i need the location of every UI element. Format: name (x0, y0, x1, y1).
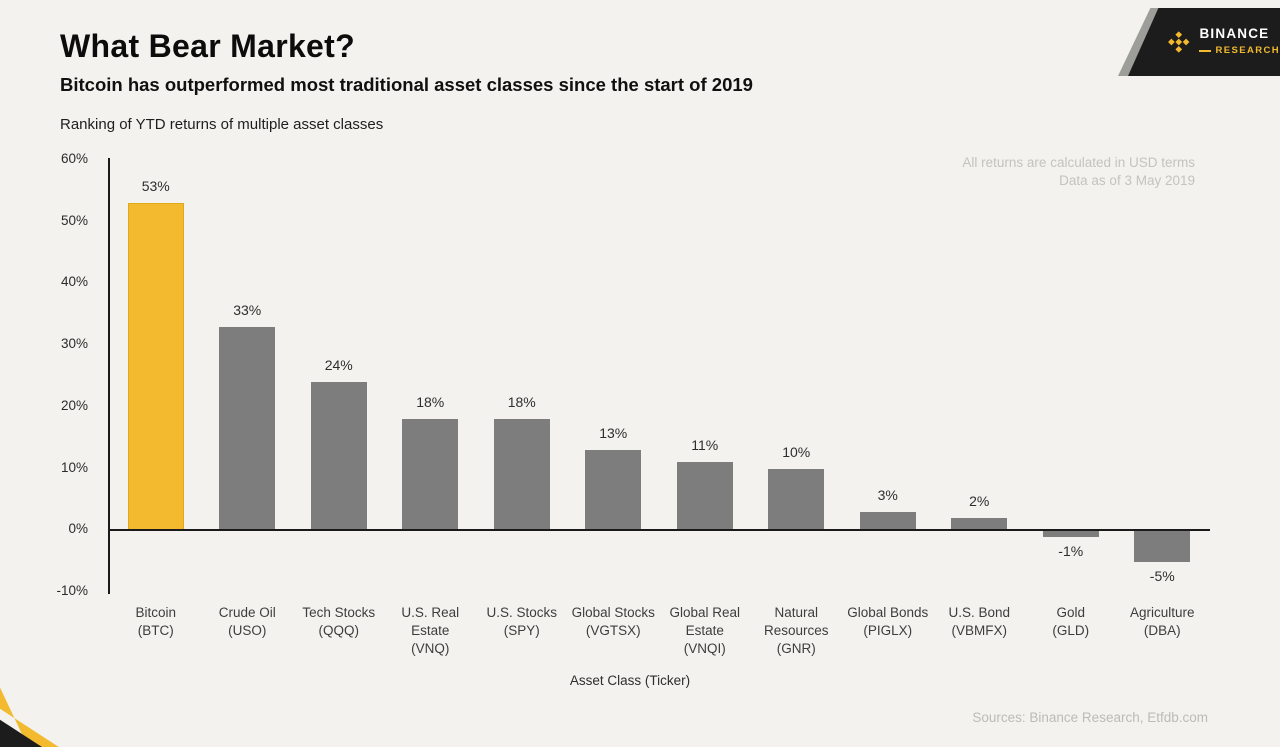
bar-gld (1042, 531, 1099, 538)
y-axis: 60% 50% 40% 30% 20% 10% 0% -10% (46, 151, 98, 598)
x-axis-category-label-piglx: Global Bonds (PIGLX) (847, 605, 929, 638)
y-axis-tick-label: 20% (60, 397, 88, 413)
binance-research-badge: BINANCE RESEARCH (1128, 8, 1280, 76)
y-axis-tick-label: 0% (68, 521, 88, 537)
page-subtitle: Bitcoin has outperformed most traditiona… (60, 74, 753, 95)
bar-qqq (310, 382, 367, 531)
bar-btc (127, 203, 184, 531)
bar-value-label-gld: -1% (1058, 543, 1084, 560)
bar-chart: 60% 50% 40% 30% 20% 10% 0% -10% 53% 33% 24% 18% 18%… (56, 151, 1210, 656)
x-axis-category-label-spy: U.S. Stocks (SPY) (486, 605, 558, 638)
x-axis-category-label-vnqi: Global Real Estate (VNQI) (669, 605, 741, 656)
y-axis-tick-label: 10% (60, 459, 88, 475)
bar-value-label-dba: -5% (1149, 568, 1175, 585)
brand-name: BINANCE (1199, 25, 1270, 41)
x-axis-category-label-qqq: Tech Stocks (QQQ) (302, 605, 376, 638)
y-axis-tick-label: 40% (60, 274, 88, 290)
note-usd-terms: All returns are calculated in USD terms (962, 155, 1195, 170)
bar-value-label-spy: 18% (507, 394, 536, 411)
bar-gnr (768, 468, 825, 531)
bar-vgtsx (585, 450, 642, 531)
bar-value-label-piglx: 3% (877, 486, 898, 503)
x-axis-category-label-uso: Crude Oil (USO) (218, 605, 276, 638)
bar-value-label-uso: 33% (233, 301, 262, 318)
bar-vnq (402, 419, 459, 531)
brand-sub-name: RESEARCH (1215, 44, 1280, 56)
note-data-date: Data as of 3 May 2019 (1059, 173, 1195, 188)
page-title: What Bear Market? (60, 28, 355, 64)
y-axis-line (108, 158, 110, 594)
bar-value-label-btc: 53% (141, 178, 170, 195)
chart-notes: All returns are calculated in USD terms … (962, 154, 1195, 190)
bar-vbmfx (951, 517, 1008, 531)
brand-dash-accent (1199, 49, 1212, 52)
bar-dba (1134, 531, 1191, 563)
chart-caption: Ranking of YTD returns of multiple asset… (60, 116, 384, 133)
y-axis-tick-label: 50% (60, 212, 88, 228)
corner-decoration (0, 662, 140, 747)
plot-area: 53% 33% 24% 18% 18% 13% 11% 10% 3% 2% -1% -5% (110, 160, 1208, 592)
y-axis-tick-label: -10% (56, 583, 88, 598)
bar-uso (219, 326, 276, 531)
bar-value-label-vgtsx: 13% (599, 425, 628, 442)
bar-value-label-gnr: 10% (782, 443, 811, 460)
bar-piglx (859, 511, 916, 531)
zero-baseline (108, 529, 1210, 532)
bar-vnqi (676, 462, 733, 531)
x-axis-category-label-vnq: U.S. Real Estate (VNQ) (401, 605, 460, 656)
x-axis-category-label-btc: Bitcoin (BTC) (135, 605, 177, 638)
x-axis-title: Asset Class (Ticker) (569, 673, 691, 688)
bar-value-label-vnq: 18% (416, 394, 445, 411)
bar-value-label-qqq: 24% (324, 357, 353, 374)
x-axis-category-label-gld: Gold (GLD) (1052, 605, 1090, 638)
corner-dark-triangle (0, 719, 42, 747)
x-axis-category-label-vbmfx: U.S. Bond (VBMFX) (948, 605, 1011, 638)
bar-value-label-vnqi: 11% (691, 437, 719, 454)
bar-spy (493, 419, 550, 531)
x-axis-category-label-vgtsx: Global Stocks (VGTSX) (571, 605, 655, 638)
sources-note: Sources: Binance Research, Etfdb.com (972, 710, 1208, 725)
binance-diamond-logo-icon (1168, 31, 1190, 53)
brand-text: BINANCE RESEARCH (1199, 25, 1280, 58)
x-axis-category-label-gnr: Natural Resources (GNR) (763, 605, 829, 656)
y-axis-tick-label: 60% (60, 151, 88, 166)
bar-value-label-vbmfx: 2% (969, 492, 990, 509)
y-axis-tick-label: 30% (60, 336, 88, 352)
x-axis-category-label-dba: Agriculture (DBA) (1129, 605, 1195, 638)
